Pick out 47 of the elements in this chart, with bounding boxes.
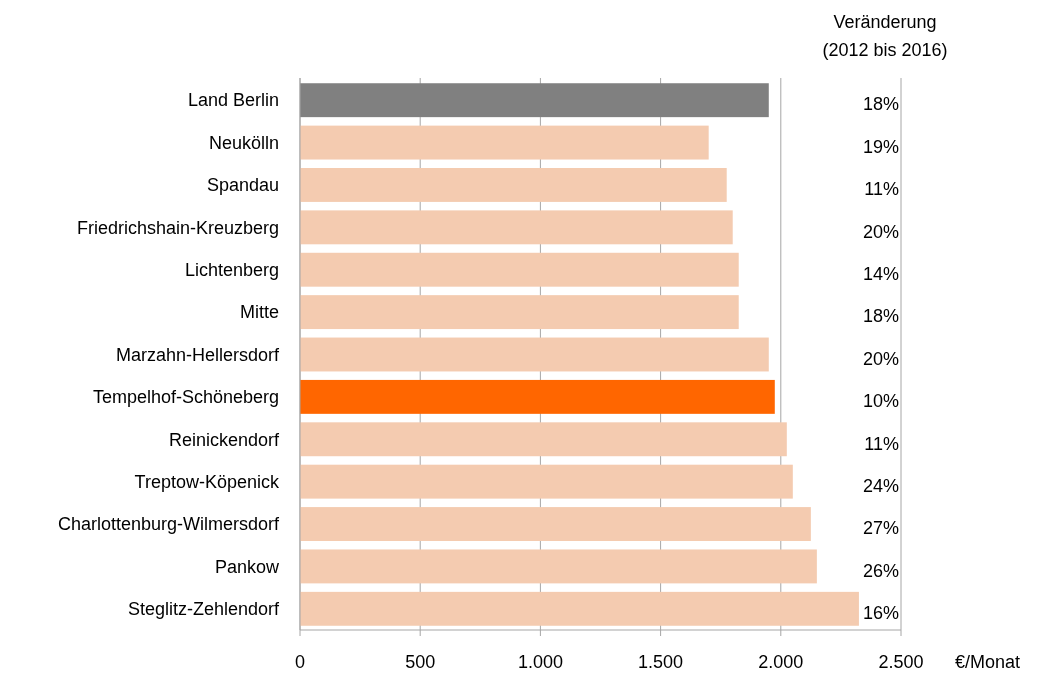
y-tick-label: Neukölln — [208, 132, 279, 153]
bar — [300, 507, 811, 541]
bar — [300, 210, 733, 245]
bar — [300, 422, 787, 457]
annotation: 20% — [862, 348, 899, 369]
bar — [300, 125, 709, 160]
x-tick-label: 1.500 — [638, 652, 684, 672]
bar — [300, 83, 769, 118]
bar — [300, 464, 793, 499]
annotation: 26% — [862, 560, 899, 581]
y-tick-label: Pankow — [214, 556, 280, 577]
text: Veränderung (2012 bis 2016) — [822, 12, 948, 60]
y-tick-label: Tempelhof-Schöneberg — [92, 387, 279, 408]
annotation: 11% — [864, 179, 899, 200]
y-tick-label: Friedrichshain-Kreuzberg — [76, 217, 279, 238]
annotation: 27% — [862, 518, 899, 539]
y-tick-label: Spandau — [206, 175, 279, 196]
x-tick-label: 1.000 — [517, 652, 563, 672]
x-tick-label: 500 — [405, 652, 436, 672]
x-tick-label: 0 — [294, 652, 306, 672]
annotation: 20% — [862, 221, 899, 242]
annotation: 16% — [862, 603, 899, 624]
bar — [300, 337, 769, 372]
x-axis-title: €/Monat — [955, 652, 1021, 672]
bar — [300, 168, 727, 202]
x-tick-label: 2.500 — [878, 652, 924, 672]
y-tick-label: Mitte — [239, 302, 279, 323]
annotation: 18% — [862, 306, 899, 327]
y-tick-label: Reinickendorf — [168, 429, 280, 450]
y-tick-label: Marzahn-Hellersdorf — [115, 344, 280, 365]
bar — [300, 295, 739, 330]
x-tick-label: 2.000 — [758, 652, 804, 672]
annotation: 24% — [862, 475, 899, 496]
annotation: 14% — [862, 264, 899, 285]
bar — [300, 252, 739, 287]
y-tick-label: Steglitz-Zehlendorf — [127, 599, 280, 620]
annotation: 11% — [864, 433, 899, 454]
annotation: 18% — [862, 94, 899, 115]
y-tick-label: Land Berlin — [187, 90, 279, 111]
bar — [300, 379, 775, 414]
bar — [300, 549, 817, 584]
y-tick-label: Treptow-Köpenick — [134, 471, 280, 492]
bar — [300, 591, 859, 626]
y-tick-label: Lichtenberg — [184, 260, 279, 281]
annotation: 19% — [862, 136, 899, 157]
annotation: 10% — [862, 391, 899, 412]
y-tick-label: Charlottenburg-Wilmersdorf — [57, 514, 280, 535]
